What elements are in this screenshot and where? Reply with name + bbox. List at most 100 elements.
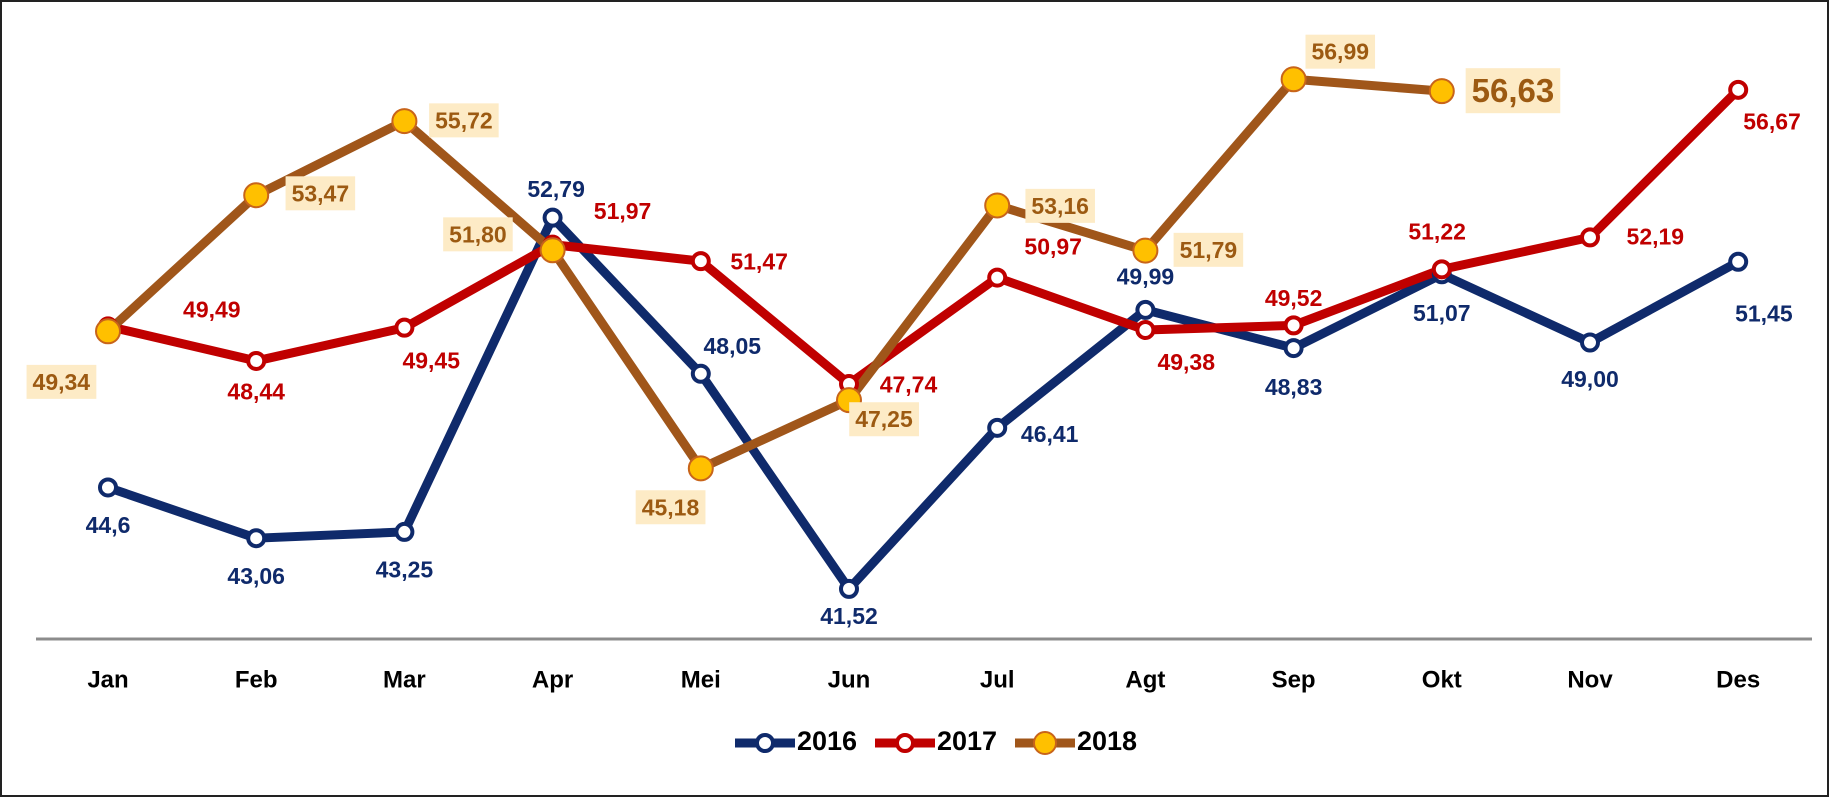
data-label: 49,34 xyxy=(33,369,91,395)
series-line xyxy=(104,74,1443,473)
data-point xyxy=(1283,338,1304,359)
data-point xyxy=(1728,251,1749,272)
x-tick-label: Apr xyxy=(532,666,573,693)
data-label: 51,22 xyxy=(1408,218,1466,244)
data-label-group: 47,25 xyxy=(849,402,919,437)
label-background xyxy=(635,490,706,525)
data-label: 46,41 xyxy=(1021,421,1079,447)
data-label-group: 50,97 xyxy=(1024,234,1082,260)
data-point xyxy=(1280,66,1307,93)
data-label-group: 52,79 xyxy=(527,176,585,202)
data-label: 53,47 xyxy=(292,180,350,206)
data-label-group: 45,18 xyxy=(635,490,706,525)
data-label: 51,07 xyxy=(1413,300,1471,326)
data-point xyxy=(987,267,1008,288)
data-label: 51,47 xyxy=(730,249,788,275)
data-label-group: 56,67 xyxy=(1743,109,1801,135)
data-point xyxy=(687,455,714,482)
data-label-group: 48,05 xyxy=(704,333,762,359)
data-label-group: 49,45 xyxy=(402,348,460,374)
data-point xyxy=(246,350,267,371)
data-label: 49,45 xyxy=(402,348,460,374)
data-label-group: 49,49 xyxy=(183,296,241,322)
data-point xyxy=(98,477,118,498)
data-label: 43,25 xyxy=(376,557,434,583)
data-point xyxy=(539,237,566,264)
data-label-group: 51,07 xyxy=(1413,300,1471,326)
data-label: 49,99 xyxy=(1117,263,1175,289)
data-point xyxy=(1580,332,1600,353)
data-label: 52,19 xyxy=(1627,224,1685,250)
data-point xyxy=(987,417,1008,438)
data-label-group: 49,34 xyxy=(26,364,97,399)
data-point xyxy=(1132,237,1159,264)
data-label-group: 43,06 xyxy=(227,563,285,589)
data-label: 53,16 xyxy=(1031,193,1089,219)
data-label: 51,80 xyxy=(449,221,507,247)
label-background xyxy=(849,402,919,437)
data-label-group: 48,83 xyxy=(1265,374,1323,400)
data-label: 56,63 xyxy=(1472,72,1555,109)
data-label-group: 46,41 xyxy=(1021,421,1079,447)
data-point xyxy=(690,363,711,384)
data-label: 45,18 xyxy=(642,494,700,520)
label-background xyxy=(1465,68,1561,114)
data-label: 43,06 xyxy=(227,563,285,589)
data-point xyxy=(1135,319,1156,340)
data-label: 41,52 xyxy=(820,603,878,629)
data-point xyxy=(1431,259,1452,280)
data-point xyxy=(243,182,270,209)
data-label-group: 53,47 xyxy=(285,176,356,211)
data-label: 49,49 xyxy=(183,296,241,322)
x-tick-label: Agt xyxy=(1125,666,1165,693)
data-label: 44,6 xyxy=(86,512,131,538)
data-point xyxy=(1580,227,1600,248)
label-background xyxy=(1173,232,1244,267)
legend-marker xyxy=(1033,731,1057,755)
data-label: 48,05 xyxy=(704,333,762,359)
data-label-group: 51,45 xyxy=(1735,301,1793,327)
data-point xyxy=(1283,315,1304,336)
data-point xyxy=(1135,299,1156,320)
x-tick-label: Nov xyxy=(1567,666,1613,693)
data-point xyxy=(984,192,1011,219)
x-tick-label: Des xyxy=(1716,666,1760,693)
data-label: 48,44 xyxy=(227,379,285,405)
data-point xyxy=(1428,78,1455,105)
data-label: 50,97 xyxy=(1024,234,1082,260)
data-label: 51,97 xyxy=(594,198,652,224)
x-tick-label: Mei xyxy=(681,666,721,693)
data-label-group: 56,99 xyxy=(1305,34,1376,69)
data-point xyxy=(391,108,418,135)
x-tick-label: Feb xyxy=(235,666,278,693)
data-label-group: 43,25 xyxy=(376,557,434,583)
data-label-group: 47,74 xyxy=(880,371,938,397)
data-label-group: 49,00 xyxy=(1561,366,1619,392)
series-line xyxy=(106,86,1742,389)
data-label-group: 48,44 xyxy=(227,379,285,405)
data-label: 49,00 xyxy=(1561,366,1619,392)
data-label-group: 51,80 xyxy=(443,217,513,252)
label-background xyxy=(429,103,499,138)
data-label-group: 51,22 xyxy=(1408,218,1466,244)
data-label-group: 55,72 xyxy=(429,103,499,138)
legend-label: 2017 xyxy=(937,726,997,756)
data-label: 55,72 xyxy=(435,107,493,133)
data-label-group: 53,16 xyxy=(1025,188,1095,223)
data-label: 49,52 xyxy=(1265,285,1323,311)
data-label: 48,83 xyxy=(1265,374,1323,400)
x-tick-label: Jul xyxy=(980,666,1015,693)
x-tick-label: Jun xyxy=(828,666,871,693)
data-label-group: 41,52 xyxy=(820,603,878,629)
data-label: 51,79 xyxy=(1180,237,1238,263)
data-label: 56,67 xyxy=(1743,109,1801,135)
data-point xyxy=(95,318,121,345)
data-label-group: 49,99 xyxy=(1117,263,1175,289)
label-background xyxy=(285,176,356,211)
data-point xyxy=(394,317,415,338)
data-label-group: 52,19 xyxy=(1627,224,1685,250)
series-line xyxy=(106,213,1741,594)
legend-label: 2016 xyxy=(797,726,857,756)
